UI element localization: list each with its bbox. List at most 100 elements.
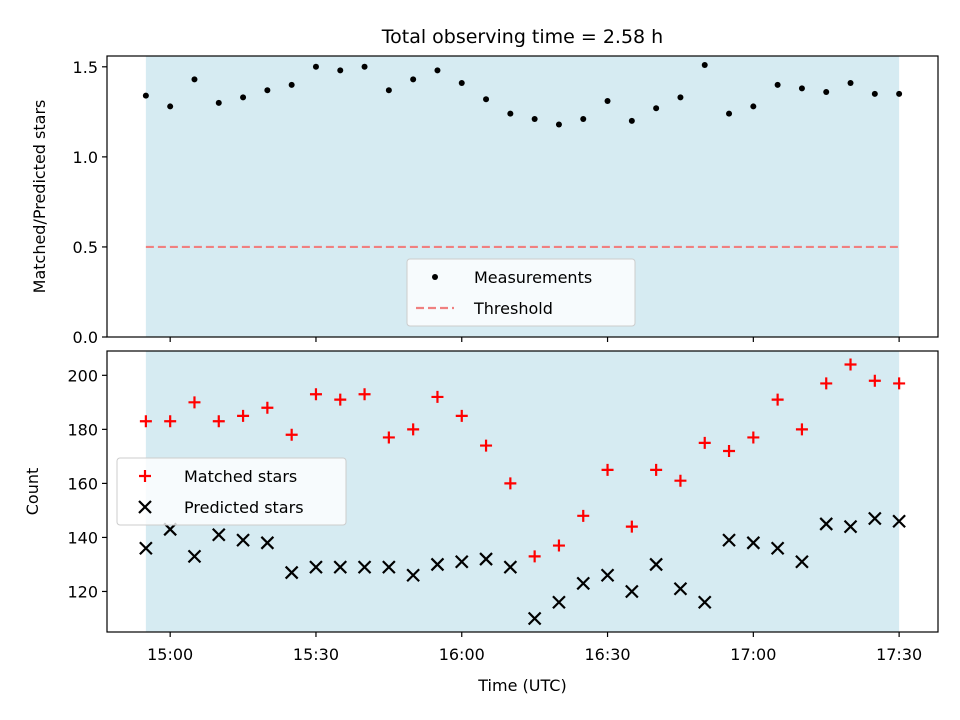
panel1-measurement-point [555, 121, 562, 128]
panel1-measurement-point [847, 80, 854, 87]
panel2-matched-star-point [358, 388, 371, 401]
panel2-matched-star-point [868, 374, 881, 387]
panel2-legend-marker [138, 500, 152, 514]
panel2-legend-label: Predicted stars [184, 498, 304, 517]
panel1-measurement-point [701, 62, 708, 69]
panel2-matched-star-point [528, 550, 541, 563]
panel2-matched-star-point [139, 415, 152, 428]
panel2-legend-label: Matched stars [184, 467, 297, 486]
panel2-predicted-star-point [406, 568, 420, 583]
panel2-predicted-star-point [843, 519, 858, 534]
panel2-predicted-star-point [819, 517, 834, 531]
panel2-matched-star-point [504, 477, 517, 490]
panel2-predicted-star-point [868, 511, 882, 526]
panel2-xtick-label: 15:00 [147, 645, 193, 664]
panel2-ytick-label: 160 [67, 474, 98, 493]
panel2-matched-star-point [309, 388, 322, 401]
panel2-xtick-label: 17:30 [876, 645, 922, 664]
panel2-predicted-star-point [260, 536, 275, 550]
panel2-predicted-star-point [479, 552, 493, 566]
panel2-predicted-star-point [697, 595, 712, 610]
panel2-xlabel: Time (UTC) [477, 676, 566, 695]
panel1-ytick-label: 0.0 [73, 328, 98, 347]
panel2-predicted-star-point [673, 581, 688, 596]
panel2-predicted-star-point [795, 554, 809, 569]
panel1-measurement-point [312, 63, 319, 70]
panel1-measurement-point [726, 110, 733, 117]
panel1-measurement-point [191, 76, 198, 83]
panel2-predicted-star-point [382, 560, 396, 574]
panel2-matched-star-point [771, 393, 784, 406]
panel2-xtick-label: 15:30 [293, 645, 339, 664]
panel1-measurement-point [531, 116, 538, 123]
panel2-predicted-star-point [211, 527, 226, 542]
panel2-matched-star-point [650, 463, 663, 476]
panel1-measurement-point [798, 85, 805, 92]
panel2-ylabel: Count [23, 468, 42, 516]
panel2-matched-star-point [601, 463, 614, 476]
panel1-ylabel: Matched/Predicted stars [30, 100, 49, 294]
panel2-ytick-label: 180 [67, 420, 98, 439]
panel1-measurement-point [628, 117, 635, 124]
panel2-matched-star-point [844, 358, 857, 371]
panel2-matched-star-point [334, 393, 347, 406]
panel1-measurement-point [215, 99, 222, 106]
panel2-ytick-label: 200 [67, 366, 98, 385]
panel1-measurement-point [604, 98, 611, 105]
panel1-axes-frame [106, 55, 939, 338]
panel2-ytick-label: 120 [67, 582, 98, 601]
panel2-predicted-star-point [454, 554, 469, 569]
panel2-matched-star-point [795, 423, 808, 436]
panel1-legend-label: Measurements [474, 268, 592, 287]
panel1-measurement-point [361, 63, 368, 70]
panel2-legend-marker [139, 470, 151, 482]
panel1-measurement-point [483, 96, 490, 103]
panel2-xtick-label: 16:30 [584, 645, 630, 664]
panel2-predicted-star-point [527, 611, 542, 626]
panel2-matched-star-point [625, 520, 638, 533]
panel1-measurement-point [896, 90, 903, 97]
panel2-predicted-star-point [430, 557, 445, 572]
panel2-axes-frame [106, 350, 939, 633]
panel1-ytick-label: 0.5 [73, 238, 98, 257]
panel2-matched-star-point [747, 431, 760, 444]
chart-title: Total observing time = 2.58 h [381, 26, 663, 48]
panel1-measurement-point [434, 67, 441, 74]
panel2-predicted-star-point [333, 560, 348, 574]
panel1-measurement-point [823, 89, 830, 96]
panel1-measurement-point [653, 105, 660, 112]
panel1-legend-marker [432, 274, 438, 280]
panel2-predicted-star-point [357, 560, 372, 574]
panel2-matched-star-point [261, 401, 274, 414]
panel2-matched-star-point [698, 436, 711, 449]
panel1-measurement-point [677, 94, 684, 101]
panel2-xtick-label: 17:00 [730, 645, 776, 664]
panel1-measurement-point [750, 103, 757, 110]
panel1-measurement-point [337, 67, 344, 74]
panel1-measurement-point [288, 81, 295, 88]
panel1-measurement-point [410, 76, 417, 83]
panel2-matched-star-point [820, 377, 833, 390]
panel2-predicted-star-point [576, 576, 591, 591]
panel2-predicted-star-point [649, 557, 663, 572]
panel1-legend [406, 258, 636, 327]
panel1-ytick-label: 1.5 [73, 58, 98, 77]
panel1-ytick-label: 1.0 [73, 148, 98, 167]
panel1-measurement-point [774, 81, 781, 88]
panel2-predicted-star-point [309, 560, 323, 574]
panel1-legend-label: Threshold [473, 299, 553, 318]
panel1-measurement-point [871, 90, 878, 97]
panel2-ytick-label: 140 [67, 528, 98, 547]
panel2-predicted-star-point [139, 541, 153, 556]
panel2-matched-star-point [674, 474, 687, 487]
panel2-matched-star-point [382, 431, 395, 444]
panel2-predicted-star-point [552, 595, 566, 610]
panel1-measurement-point [385, 87, 392, 94]
panel2-matched-star-point [577, 509, 590, 522]
panel2-matched-star-point [893, 377, 906, 390]
panel2-predicted-star-point [892, 514, 906, 528]
panel2-matched-star-point [188, 396, 201, 409]
panel2-predicted-star-point [503, 560, 518, 574]
panel2-matched-star-point [212, 415, 225, 428]
